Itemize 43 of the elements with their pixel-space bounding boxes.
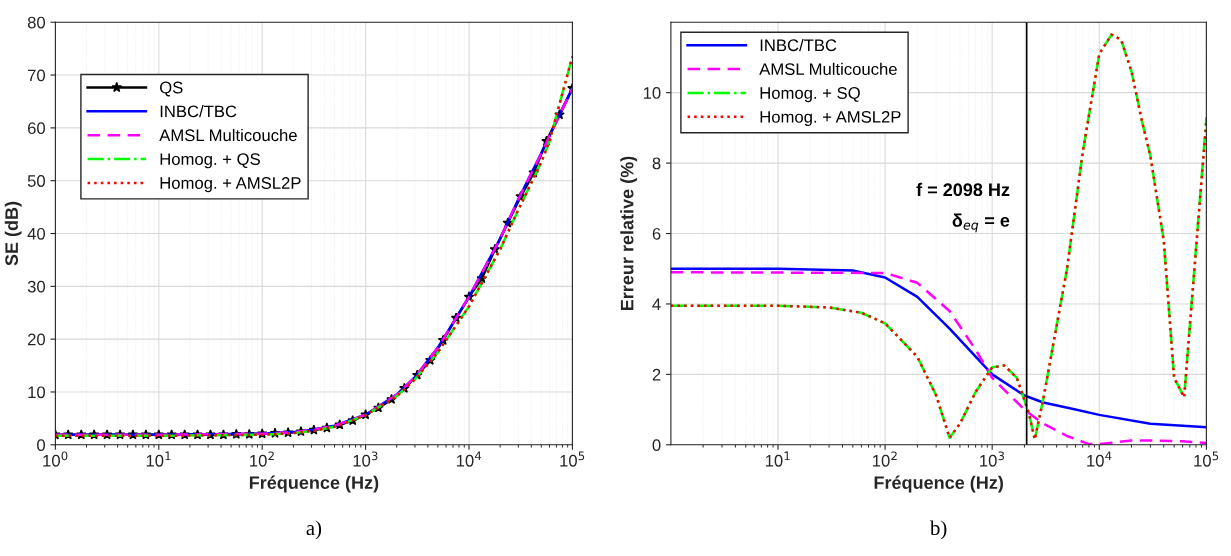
y-tick-label: 4 (652, 298, 661, 310)
legend-label: Homog. + QS (160, 153, 260, 169)
y-tick-label: 30 (27, 280, 46, 293)
legend-label: Homog. + AMSL2P (160, 177, 301, 193)
x-tick-label: 10$^{3}$ (353, 451, 378, 467)
text: a) (306, 520, 322, 540)
y-tick-label: 40 (27, 227, 46, 240)
legend-label: INBC/TBC (160, 105, 237, 118)
x-axis-title: Fréquence (Hz) (874, 475, 1003, 493)
x-tick-label: 10$^{5}$ (1194, 451, 1219, 467)
annotation: δ$_{eq}$ = e (952, 213, 1010, 233)
y-tick-label: 10 (28, 386, 46, 399)
y-tick-label: 2 (652, 368, 661, 381)
y-axis-title: Erreur relative (%) (620, 156, 638, 311)
y-tick-label: 50 (27, 175, 46, 187)
x-tick-label: 10$^{2}$ (250, 451, 274, 467)
y-tick-label: 10 (643, 87, 661, 99)
legend-label: QS (160, 81, 183, 97)
y-tick-label: 0 (37, 439, 46, 451)
y-tick-label: 80 (27, 16, 46, 29)
x-tick-label: 10$^{1}$ (765, 451, 790, 467)
y-tick-label: 8 (652, 157, 661, 170)
x-tick-label: 10$^{5}$ (560, 451, 585, 467)
legend-label: AMSL Multicouche (159, 128, 297, 142)
legend-label: Homog. + AMSL2P (760, 110, 901, 127)
x-tick-label: 10$^{4}$ (1087, 451, 1112, 467)
legend-label: INBC/TBC (760, 38, 837, 52)
y-tick-label: 60 (27, 122, 46, 135)
y-tick-label: 70 (27, 69, 46, 82)
x-tick-label: 10$^{3}$ (980, 451, 1005, 467)
x-tick-label: 10$^{0}$ (43, 451, 68, 467)
x-axis-title: Fréquence (Hz) (249, 475, 379, 493)
legend-label: Homog. + SQ (760, 87, 860, 103)
x-tick-label: 10$^{1}$ (146, 451, 171, 467)
x-tick-label: 10$^{4}$ (456, 451, 482, 467)
y-tick-label: 20 (27, 333, 46, 346)
y-tick-label: 0 (652, 439, 661, 451)
legend-label: AMSL Multicouche (759, 62, 897, 76)
y-axis-title: SE (dB) (4, 201, 22, 266)
text: b) (929, 520, 947, 540)
annotation: f = 2098 Hz (916, 182, 1010, 197)
y-tick-label: 6 (652, 227, 661, 240)
x-tick-label: 10$^{2}$ (873, 451, 897, 467)
